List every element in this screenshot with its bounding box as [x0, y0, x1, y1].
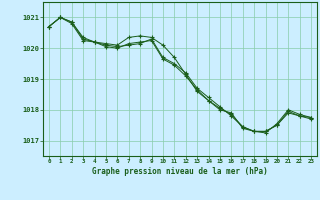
- X-axis label: Graphe pression niveau de la mer (hPa): Graphe pression niveau de la mer (hPa): [92, 167, 268, 176]
